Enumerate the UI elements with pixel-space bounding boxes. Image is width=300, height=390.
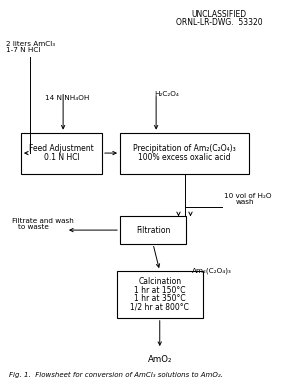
Text: 2 liters AmCl₃: 2 liters AmCl₃ [6, 41, 55, 47]
Text: Filtration: Filtration [136, 225, 170, 235]
Text: 1-7 N HCl: 1-7 N HCl [6, 47, 40, 53]
Text: AmO₂: AmO₂ [148, 355, 173, 364]
Text: Precipitation of Am₂(C₂O₄)₃: Precipitation of Am₂(C₂O₄)₃ [133, 144, 236, 153]
Text: 1 hr at 150°C: 1 hr at 150°C [134, 285, 185, 295]
FancyBboxPatch shape [120, 133, 249, 174]
Text: 10 vol of H₂O: 10 vol of H₂O [224, 193, 271, 199]
Text: Calcination: Calcination [138, 277, 181, 286]
Text: wash: wash [236, 199, 254, 205]
Text: Feed Adjustment: Feed Adjustment [29, 144, 94, 153]
Text: H₂C₂O₄: H₂C₂O₄ [154, 92, 179, 98]
Text: 100% excess oxalic acid: 100% excess oxalic acid [138, 153, 231, 162]
Text: Filtrate and wash: Filtrate and wash [12, 218, 74, 224]
FancyBboxPatch shape [117, 271, 202, 318]
Text: 14 N NH₄OH: 14 N NH₄OH [45, 96, 90, 101]
Text: UNCLASSIFIED: UNCLASSIFIED [191, 10, 247, 19]
Text: 1 hr at 350°C: 1 hr at 350°C [134, 294, 186, 303]
Text: Fig. 1.  Flowsheet for conversion of AmCl₃ solutions to AmO₂.: Fig. 1. Flowsheet for conversion of AmCl… [9, 372, 223, 378]
Text: to waste: to waste [18, 224, 49, 230]
Text: 1/2 hr at 800°C: 1/2 hr at 800°C [130, 303, 189, 312]
FancyBboxPatch shape [21, 133, 102, 174]
Text: 0.1 N HCl: 0.1 N HCl [44, 153, 80, 162]
Text: ORNL-LR-DWG.  53320: ORNL-LR-DWG. 53320 [176, 18, 262, 27]
FancyBboxPatch shape [120, 216, 186, 244]
Text: Am₂(C₂O₄)₃: Am₂(C₂O₄)₃ [192, 268, 232, 274]
